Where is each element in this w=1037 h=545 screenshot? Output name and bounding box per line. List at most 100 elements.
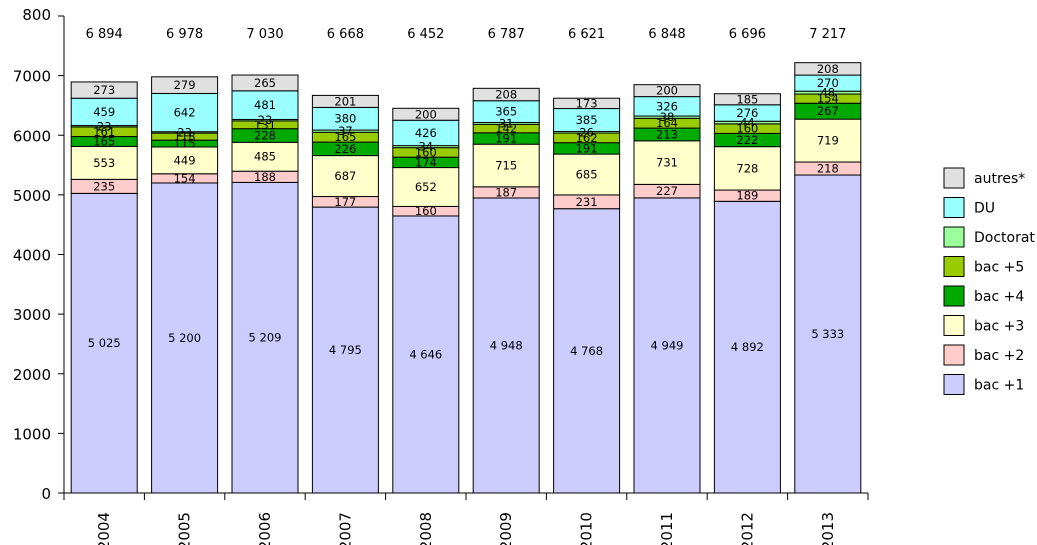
category-label: 2013: [819, 512, 837, 545]
bar-segment: [151, 182, 219, 494]
category-label: 2006: [256, 512, 274, 545]
category-label: 2004: [95, 512, 113, 545]
bar-segment: [231, 181, 299, 494]
bar-segment: [794, 62, 862, 76]
legend-swatch: [943, 226, 965, 248]
segment-value-label: 191: [495, 131, 517, 145]
segment-value-label: 380: [334, 112, 356, 126]
category-label: 2012: [738, 512, 756, 545]
legend-label: Doctorat: [974, 230, 1035, 246]
legend-swatch: [943, 167, 965, 189]
bar-segment: [151, 92, 219, 133]
segment-value-label: 4 892: [731, 340, 764, 354]
segment-value-label: 459: [93, 105, 115, 119]
segment-value-label: 188: [254, 170, 276, 184]
segment-value-label: 165: [93, 134, 115, 148]
segment-value-label: 226: [334, 142, 356, 156]
segment-value-label: 365: [495, 105, 517, 119]
category-label: 2005: [176, 512, 194, 545]
segment-value-label: 265: [254, 76, 276, 90]
segment-value-label: 208: [817, 62, 839, 76]
bar-segment: [311, 94, 379, 108]
segment-value-label: 187: [495, 185, 517, 199]
segment-value-label: 4 768: [570, 344, 603, 358]
segment-value-label: 48: [820, 86, 835, 100]
bar-segment: [151, 76, 219, 94]
segment-value-label: 553: [93, 156, 115, 170]
segment-value-label: 652: [415, 180, 437, 194]
segment-value-label: 200: [656, 84, 678, 98]
bar-segment: [392, 119, 460, 147]
segment-value-label: 719: [817, 134, 839, 148]
bar-segment: [392, 107, 460, 121]
segment-value-label: 23: [258, 113, 273, 127]
bar-segment: [392, 215, 460, 494]
segment-value-label: 26: [579, 125, 594, 139]
segment-value-label: 279: [174, 78, 196, 92]
segment-value-label: 189: [736, 189, 758, 203]
total-label: 6 787: [488, 27, 525, 42]
bar-segment: [70, 81, 138, 99]
segment-value-label: 173: [576, 96, 598, 110]
segment-value-label: 685: [576, 168, 598, 182]
segment-value-label: 687: [334, 169, 356, 183]
bar-segment: [311, 206, 379, 494]
total-label: 6 668: [327, 27, 364, 42]
bar-segment: [713, 146, 781, 191]
segment-value-label: 235: [93, 179, 115, 193]
legend-label: bac +2: [974, 348, 1024, 364]
total-label: 6 978: [166, 27, 203, 42]
segment-value-label: 23: [177, 125, 192, 139]
segment-value-label: 154: [174, 171, 196, 185]
segment-value-label: 731: [656, 156, 678, 170]
segment-value-label: 5 333: [811, 327, 844, 341]
bar-segment: [70, 97, 138, 127]
segment-value-label: 227: [656, 184, 678, 198]
bar-segment: [553, 208, 621, 494]
segment-value-label: 185: [736, 92, 758, 106]
bar-segment: [553, 153, 621, 196]
legend-label: bac +5: [974, 260, 1024, 276]
bar-segment: [392, 167, 460, 207]
legend-label: autres*: [974, 171, 1025, 187]
segment-value-label: 162: [576, 131, 598, 145]
total-label: 6 848: [648, 27, 685, 42]
segment-value-label: 131: [254, 118, 276, 132]
segment-value-label: 37: [338, 124, 353, 138]
category-label: 2009: [497, 512, 515, 545]
y-tick-label: 7000: [13, 68, 51, 86]
bar-segment: [794, 118, 862, 163]
segment-value-label: 115: [174, 137, 196, 151]
total-label: 7 030: [246, 27, 283, 42]
legend-swatch: [943, 285, 965, 307]
bar-segment: [231, 74, 299, 92]
segment-value-label: 5 209: [249, 331, 282, 345]
legend-swatch: [943, 197, 965, 218]
segment-value-label: 161: [93, 125, 115, 139]
y-tick-label: 800: [22, 6, 51, 24]
segment-value-label: 208: [495, 88, 517, 102]
y-tick-label: 1000: [13, 425, 51, 443]
segment-value-label: 164: [656, 116, 678, 130]
bar-segment: [633, 197, 701, 494]
total-label: 6 894: [86, 27, 123, 42]
segment-value-label: 154: [817, 92, 839, 106]
segment-value-label: 228: [254, 128, 276, 142]
bars: [70, 62, 862, 494]
y-tick-label: 5000: [13, 187, 51, 205]
bar-segment: [472, 87, 540, 102]
segment-value-label: 276: [736, 106, 758, 120]
segment-value-label: 213: [656, 127, 678, 141]
y-tick-label: 3000: [13, 306, 51, 324]
segment-value-label: 160: [415, 145, 437, 159]
legend: autres* DU Doctorat bac +5 bac +4 bac +3 bac +…: [943, 167, 1035, 395]
category-label: 2008: [417, 512, 435, 545]
segment-value-label: 31: [499, 116, 514, 130]
segment-value-label: 222: [736, 133, 758, 147]
segment-value-label: 177: [334, 195, 356, 209]
segment-value-label: 715: [495, 159, 517, 173]
segment-value-label: 34: [418, 140, 433, 154]
segment-value-label: 38: [660, 110, 675, 124]
segment-value-label: 270: [817, 76, 839, 90]
